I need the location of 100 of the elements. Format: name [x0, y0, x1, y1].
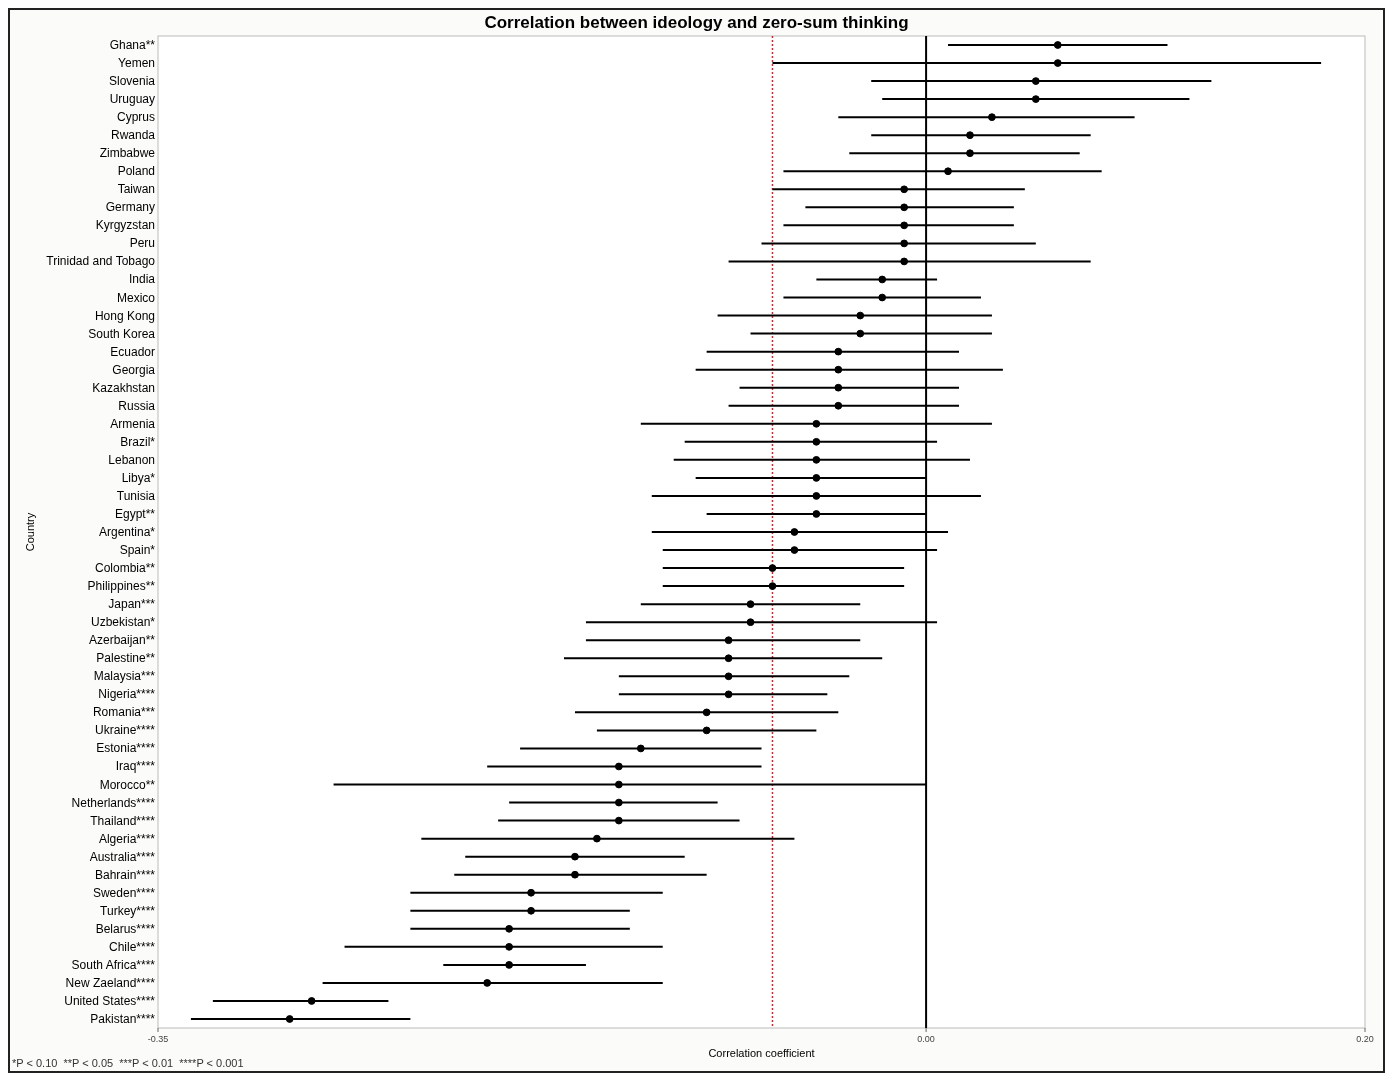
point [856, 329, 865, 338]
point [614, 798, 623, 807]
x-tick-label: 0.00 [917, 1034, 935, 1044]
y-tick-label: South Korea [88, 326, 156, 341]
point [724, 672, 733, 681]
point [834, 365, 843, 374]
point [285, 1015, 294, 1023]
point [505, 942, 514, 951]
y-tick-label: Brazil* [120, 434, 156, 449]
point [768, 564, 777, 572]
point [900, 221, 909, 230]
point [790, 528, 799, 536]
y-tick-label: Australia**** [89, 849, 156, 864]
y-tick-label: Algeria**** [98, 831, 156, 846]
point [768, 582, 777, 590]
x-tick-label: 0.20 [1356, 1034, 1374, 1044]
point [966, 149, 974, 158]
point [900, 257, 909, 266]
y-tick-label: Thailand**** [90, 813, 156, 828]
point [614, 762, 623, 771]
point [900, 203, 909, 212]
y-tick-label: Kyrgyzstan [95, 218, 155, 233]
point [812, 419, 821, 428]
y-tick-label: Malaysia*** [93, 669, 156, 684]
y-tick-label: Slovenia [108, 74, 156, 89]
y-tick-label: Mexico [116, 290, 156, 305]
point [724, 654, 733, 663]
point [878, 275, 887, 284]
y-tick-label: Palestine** [96, 651, 156, 666]
point [900, 239, 909, 248]
y-tick-label: Bahrain**** [94, 867, 156, 882]
point [988, 113, 996, 122]
y-tick-label: Morocco** [99, 777, 156, 792]
y-tick-label: Ghana** [109, 38, 156, 52]
point [878, 293, 887, 302]
y-tick-label: Sweden**** [92, 885, 156, 900]
point [1053, 41, 1062, 49]
point [593, 834, 601, 843]
y-tick-label: Zimbabwe [99, 146, 156, 161]
point [944, 167, 952, 176]
point [571, 870, 579, 879]
y-tick-label: Azerbaijan** [88, 633, 156, 648]
y-tick-label: Ecuador [110, 344, 155, 359]
chart-title: Correlation between ideology and zero-sum thinking [484, 13, 909, 32]
point [1053, 59, 1062, 67]
y-tick-label: Turkey**** [100, 903, 156, 918]
point [746, 600, 755, 609]
y-tick-label: Estonia**** [96, 741, 156, 756]
point [834, 347, 843, 356]
point [571, 852, 579, 861]
y-axis-title: Country [24, 512, 36, 552]
y-tick-label: New Zaeland**** [65, 975, 156, 990]
point [505, 961, 514, 969]
point [834, 401, 843, 410]
y-tick-label: Georgia [112, 362, 156, 377]
point [812, 510, 821, 518]
y-tick-label: Rwanda [110, 128, 156, 143]
point [724, 690, 733, 699]
y-tick-label: Iraq**** [115, 759, 156, 774]
point [636, 744, 645, 753]
point [505, 924, 514, 933]
y-tick-label: Trinidad and Tobago [46, 254, 156, 269]
point [812, 492, 821, 500]
point [1031, 95, 1040, 103]
y-tick-label: Peru [129, 236, 155, 251]
y-tick-label: Belarus**** [95, 921, 156, 936]
y-tick-label: Uruguay [109, 92, 155, 107]
y-tick-label: Taiwan [117, 182, 155, 197]
y-tick-label: Tunisia [116, 488, 156, 503]
text: *P < 0.10 **P < 0.05 ***P < 0.01 ****P < 0.001 [12, 1057, 244, 1069]
x-tick-label: -0.35 [147, 1034, 169, 1044]
y-tick-label: Japan*** [108, 597, 156, 612]
y-tick-label: Romania*** [92, 705, 156, 720]
point [900, 185, 909, 194]
y-tick-label: Netherlands**** [71, 795, 156, 810]
y-tick-label: Libya* [121, 470, 156, 485]
y-tick-label: Argentina* [98, 525, 156, 539]
y-tick-label: Hong Kong [94, 308, 155, 323]
y-tick-label: Armenia [110, 416, 156, 431]
point [614, 816, 623, 825]
point [1031, 77, 1040, 85]
y-tick-label: Egypt** [114, 506, 156, 521]
y-tick-label: Pakistan**** [90, 1012, 156, 1026]
point [702, 726, 711, 735]
y-tick-label: Poland [117, 164, 155, 179]
point [746, 618, 755, 627]
point [724, 636, 733, 645]
y-tick-label: Spain* [119, 543, 156, 558]
point [812, 455, 821, 464]
y-tick-label: Germany [105, 200, 155, 215]
point [966, 131, 974, 140]
y-tick-label: Chile**** [108, 939, 156, 954]
y-tick-label: Ukraine**** [94, 723, 156, 738]
y-tick-label: Uzbekistan* [90, 615, 156, 630]
point [812, 437, 821, 446]
point [527, 906, 535, 915]
y-tick-label: United States**** [64, 993, 156, 1008]
point [856, 311, 865, 320]
y-tick-label: Russia [118, 398, 156, 413]
point [614, 780, 623, 789]
